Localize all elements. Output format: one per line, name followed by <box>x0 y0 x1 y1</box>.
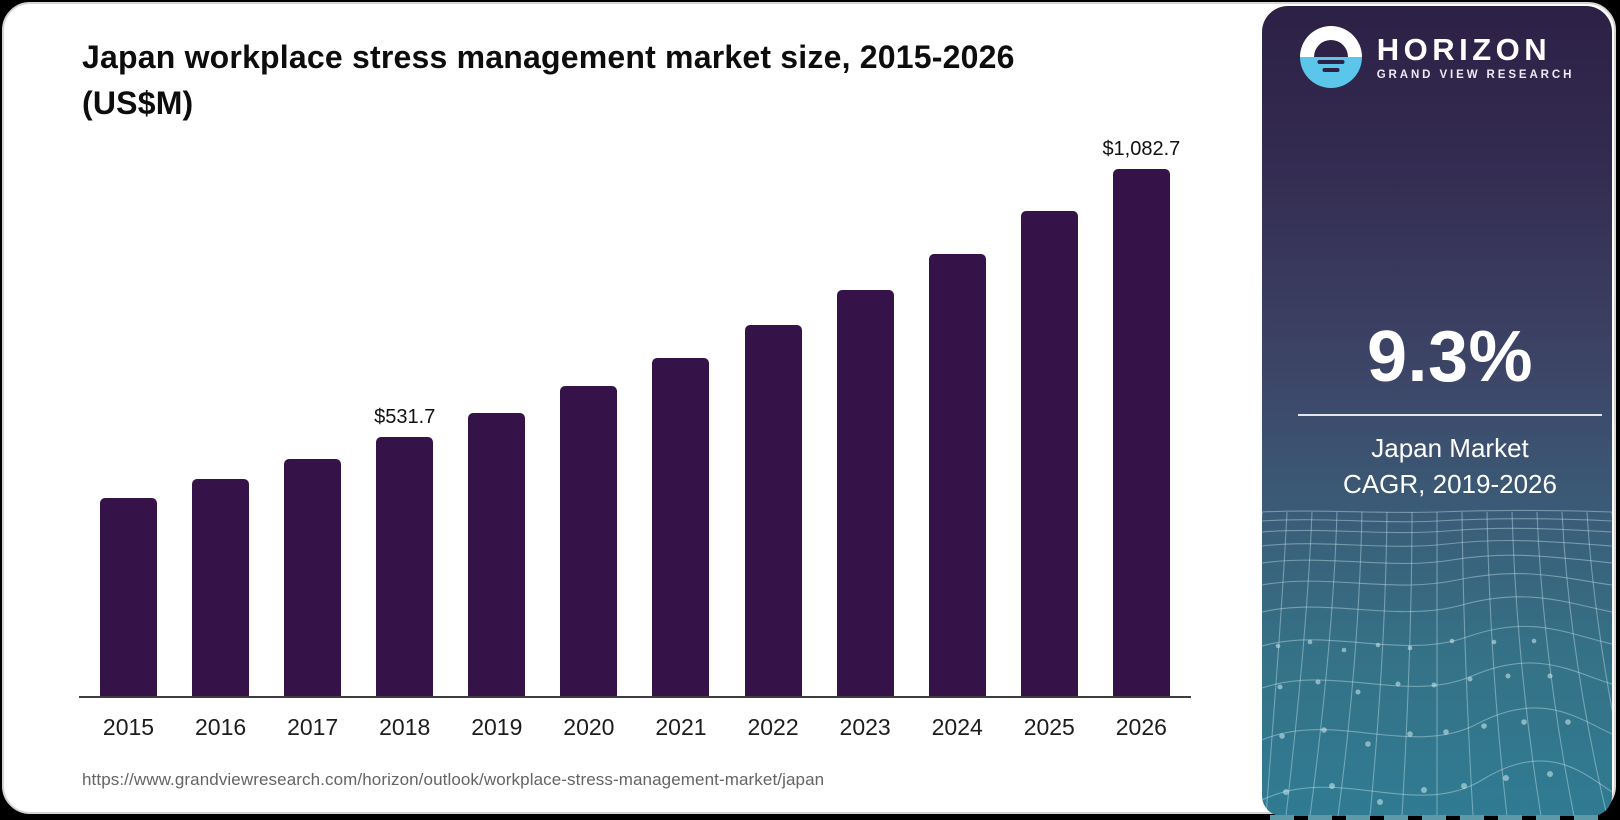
bar-column <box>100 497 157 696</box>
bar <box>836 289 894 696</box>
source-url: https://www.grandviewresearch.com/horizo… <box>82 770 825 789</box>
bar-value-label: $531.7 <box>374 406 436 429</box>
bar-column <box>928 253 986 696</box>
bar-column <box>652 357 710 696</box>
x-tick-label: 2018 <box>379 714 431 740</box>
bar <box>744 324 802 696</box>
bar-column <box>192 478 250 696</box>
brand-logo: HORIZON GRAND VIEW RESEARCH <box>1262 26 1612 88</box>
bar <box>560 386 618 696</box>
bar-column <box>744 324 802 696</box>
page-title: Japan workplace stress management market… <box>82 39 1015 121</box>
bar-value-label: $1,082.7 <box>1102 138 1181 160</box>
bar-column: $531.7 <box>374 406 436 696</box>
bar-column <box>836 289 894 696</box>
bar-column: $1,082.7 <box>1102 138 1180 696</box>
bar-chart: $531.7 $1,082.7 2015 2016 2017 2018 2019 2020 2… <box>79 138 1191 741</box>
cagr-stat: 9.3% Japan Market CAGR, 2019-2026 <box>1262 316 1612 502</box>
bar <box>1020 211 1078 696</box>
bar <box>652 357 710 696</box>
bar <box>192 478 250 696</box>
sidebar: HORIZON GRAND VIEW RESEARCH 9.3% Japan M… <box>1262 6 1612 816</box>
bar <box>468 412 526 696</box>
logo-sun-icon <box>1313 40 1348 57</box>
bar <box>928 253 986 696</box>
bar <box>284 459 342 696</box>
x-tick-label: 2017 <box>287 714 339 740</box>
x-tick-label: 2021 <box>655 714 707 740</box>
logo-wordmark: HORIZON <box>1376 31 1552 67</box>
logo-text: HORIZON GRAND VIEW RESEARCH <box>1376 31 1575 81</box>
cagr-caption-line1: Japan Market <box>1371 433 1529 463</box>
logo-reflection-icon <box>1317 60 1345 64</box>
x-tick-label: 2019 <box>471 714 523 740</box>
wireframe-mesh-graphic <box>1262 509 1612 816</box>
logo-subtitle: GRAND VIEW RESEARCH <box>1376 68 1575 81</box>
x-tick-label: 2026 <box>1115 714 1167 740</box>
bar <box>1112 169 1170 696</box>
cagr-value: 9.3% <box>1366 317 1534 397</box>
bar <box>376 437 434 696</box>
x-tick-label: 2025 <box>1023 714 1075 740</box>
sidebar-bottom-dashes <box>1270 815 1606 820</box>
cagr-caption: Japan Market CAGR, 2019-2026 <box>1288 430 1612 502</box>
x-tick-label: 2024 <box>931 714 983 740</box>
plot-area: $531.7 $1,082.7 <box>79 138 1191 698</box>
x-tick-label: 2023 <box>839 714 891 740</box>
bar-column <box>468 412 526 696</box>
bar-column <box>1020 211 1078 696</box>
bar-column <box>560 386 618 696</box>
x-tick-label: 2016 <box>194 714 247 740</box>
x-axis-labels: 2015 2016 2017 2018 2019 2020 2021 2022 2023 2024… <box>79 714 1191 741</box>
horizon-logo-icon <box>1299 26 1362 88</box>
logo-reflection-icon <box>1322 68 1340 72</box>
cagr-caption-line2: CAGR, 2019-2026 <box>1343 469 1557 499</box>
x-tick-label: 2022 <box>747 714 799 740</box>
x-tick-label: 2015 <box>102 714 155 740</box>
x-tick-label: 2020 <box>563 714 615 740</box>
bar-column <box>284 459 342 696</box>
stat-divider <box>1298 414 1602 416</box>
bar <box>100 497 157 696</box>
